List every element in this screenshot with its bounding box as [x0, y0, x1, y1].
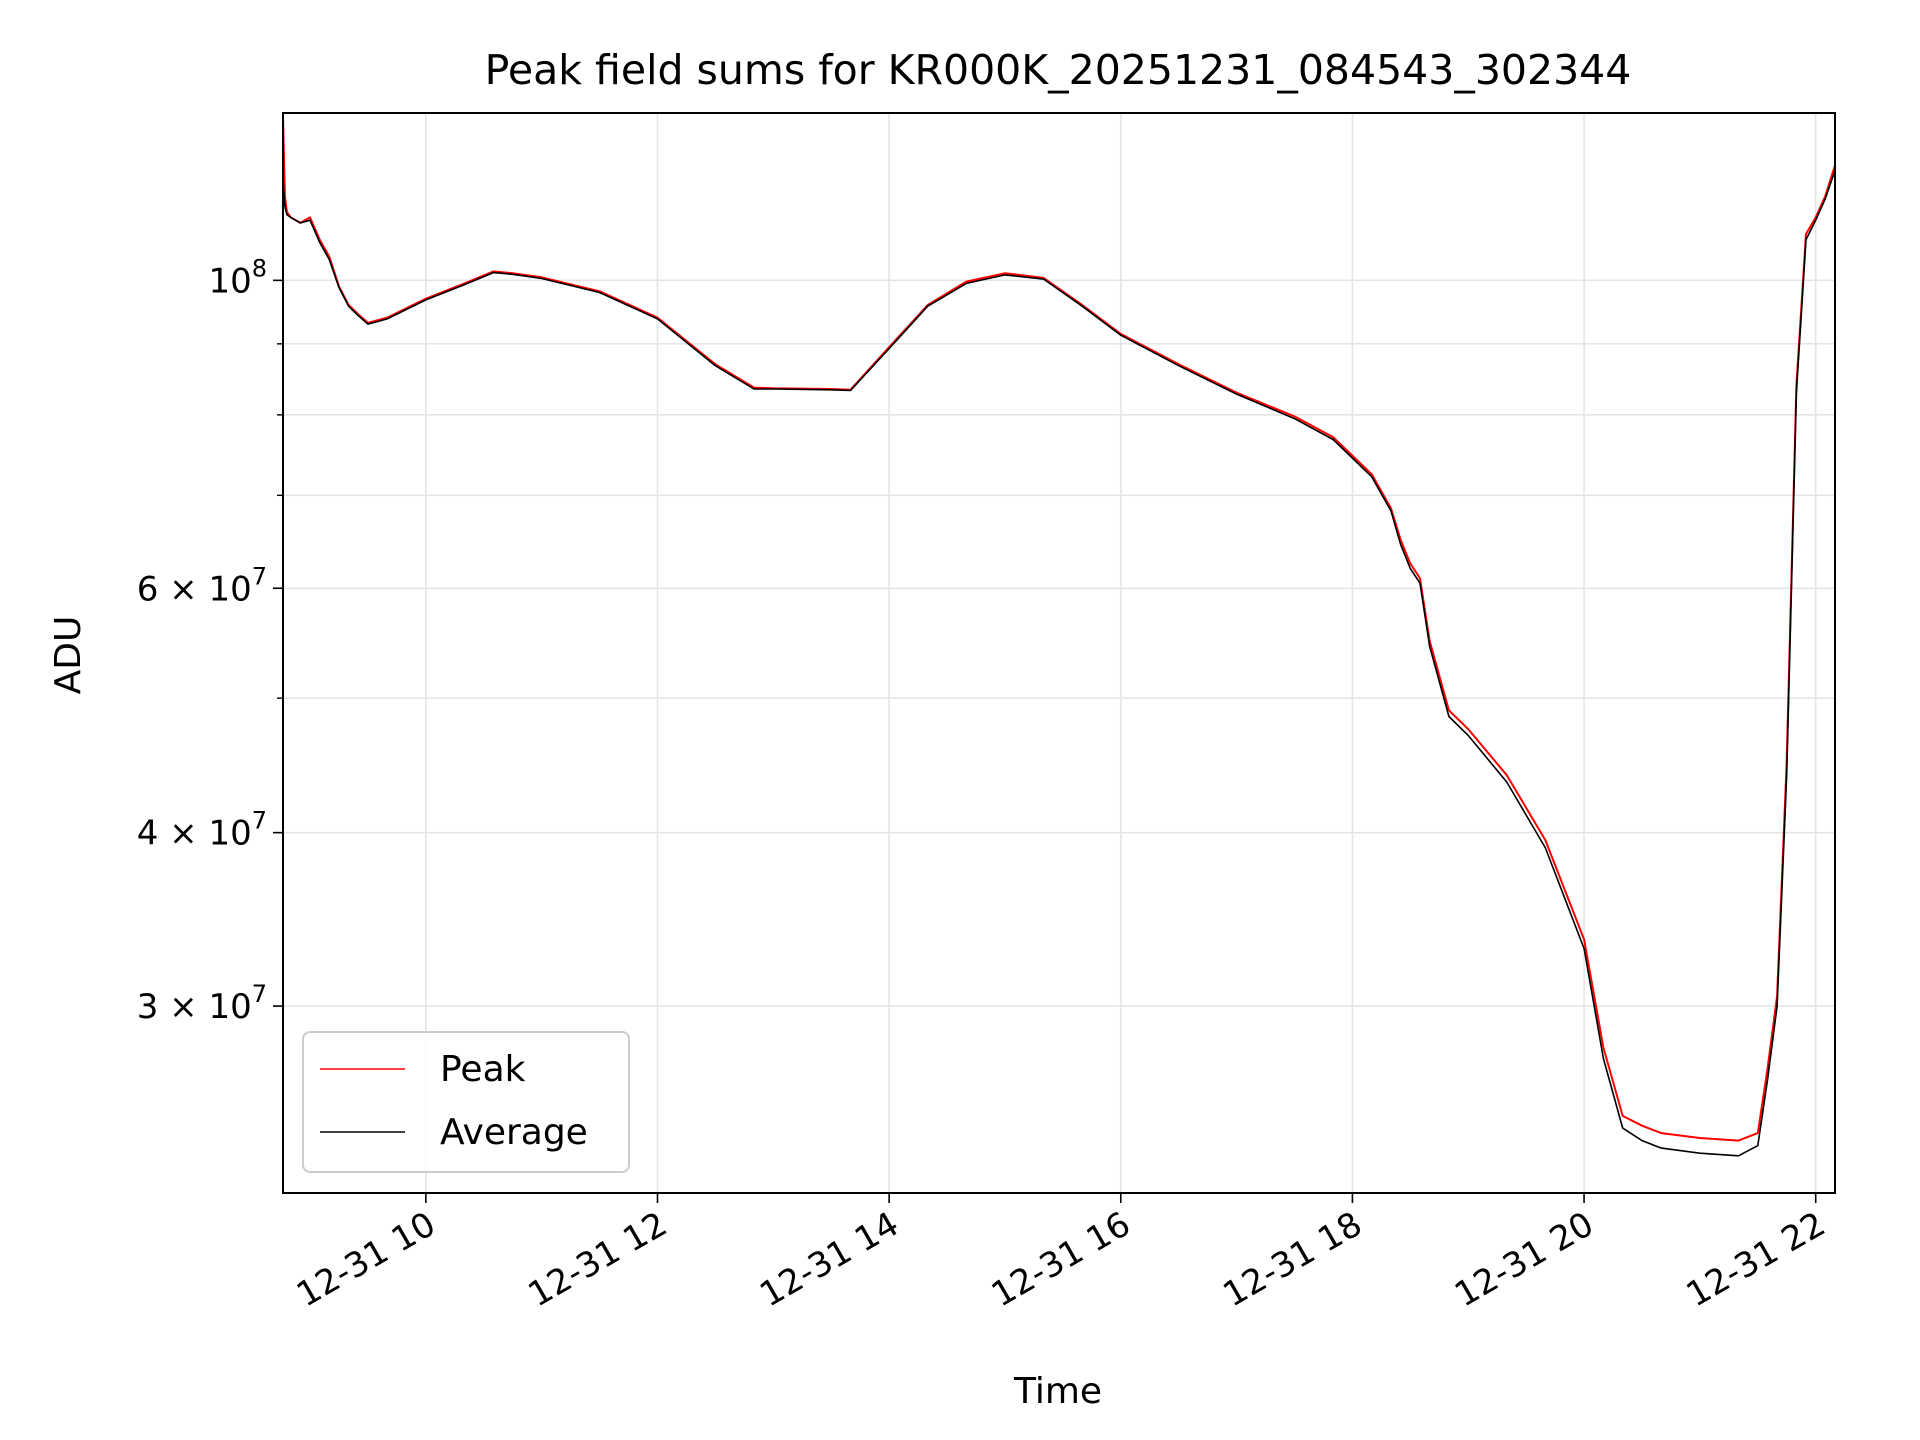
grid: [283, 113, 1835, 1193]
x-axis-label: Time: [1013, 1371, 1102, 1412]
y-tick-label: 6 × 107: [137, 562, 267, 609]
series-line-average: [282, 170, 1836, 1157]
y-axis-label: ADU: [48, 616, 89, 695]
legend-peak-label: Peak: [440, 1049, 526, 1090]
y-tick-label: 4 × 107: [137, 807, 267, 854]
legend-box: [302, 1031, 630, 1173]
plot-series: [282, 117, 1836, 1157]
plot-frame: [282, 112, 1836, 1194]
chart-title: Peak field sums for KR000K_20251231_0845…: [485, 46, 1632, 94]
y-tick-label: 3 × 107: [137, 980, 267, 1027]
y-tick-label: 108: [208, 254, 267, 301]
legend: Peak Average: [302, 1031, 630, 1173]
legend-average-label: Average: [440, 1112, 588, 1153]
series-line-peak: [282, 117, 1836, 1142]
